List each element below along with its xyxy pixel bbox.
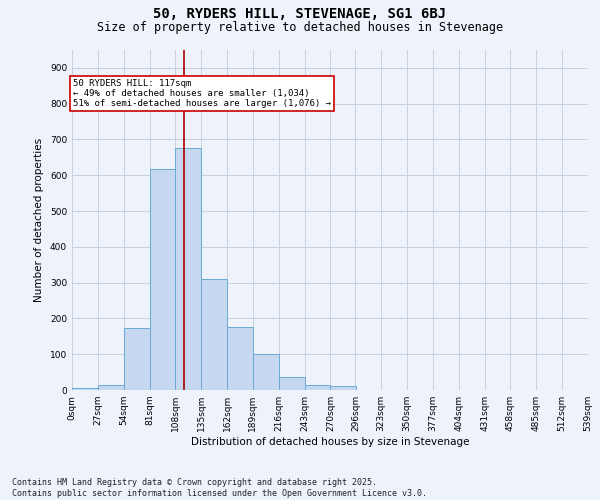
Y-axis label: Number of detached properties: Number of detached properties xyxy=(34,138,44,302)
Text: 50, RYDERS HILL, STEVENAGE, SG1 6BJ: 50, RYDERS HILL, STEVENAGE, SG1 6BJ xyxy=(154,8,446,22)
Bar xyxy=(201,279,227,390)
X-axis label: Distribution of detached houses by size in Stevenage: Distribution of detached houses by size … xyxy=(191,437,469,447)
Bar xyxy=(279,377,305,390)
Text: Size of property relative to detached houses in Stevenage: Size of property relative to detached ho… xyxy=(97,21,503,34)
Bar xyxy=(305,386,331,390)
Bar xyxy=(227,326,253,390)
Bar xyxy=(124,328,149,390)
Bar xyxy=(149,169,175,390)
Text: 50 RYDERS HILL: 117sqm
← 49% of detached houses are smaller (1,034)
51% of semi-: 50 RYDERS HILL: 117sqm ← 49% of detached… xyxy=(73,78,331,108)
Bar xyxy=(253,354,279,390)
Bar xyxy=(175,148,201,390)
Bar xyxy=(331,386,356,390)
Bar xyxy=(72,388,98,390)
Text: Contains HM Land Registry data © Crown copyright and database right 2025.
Contai: Contains HM Land Registry data © Crown c… xyxy=(12,478,427,498)
Bar xyxy=(98,386,124,390)
